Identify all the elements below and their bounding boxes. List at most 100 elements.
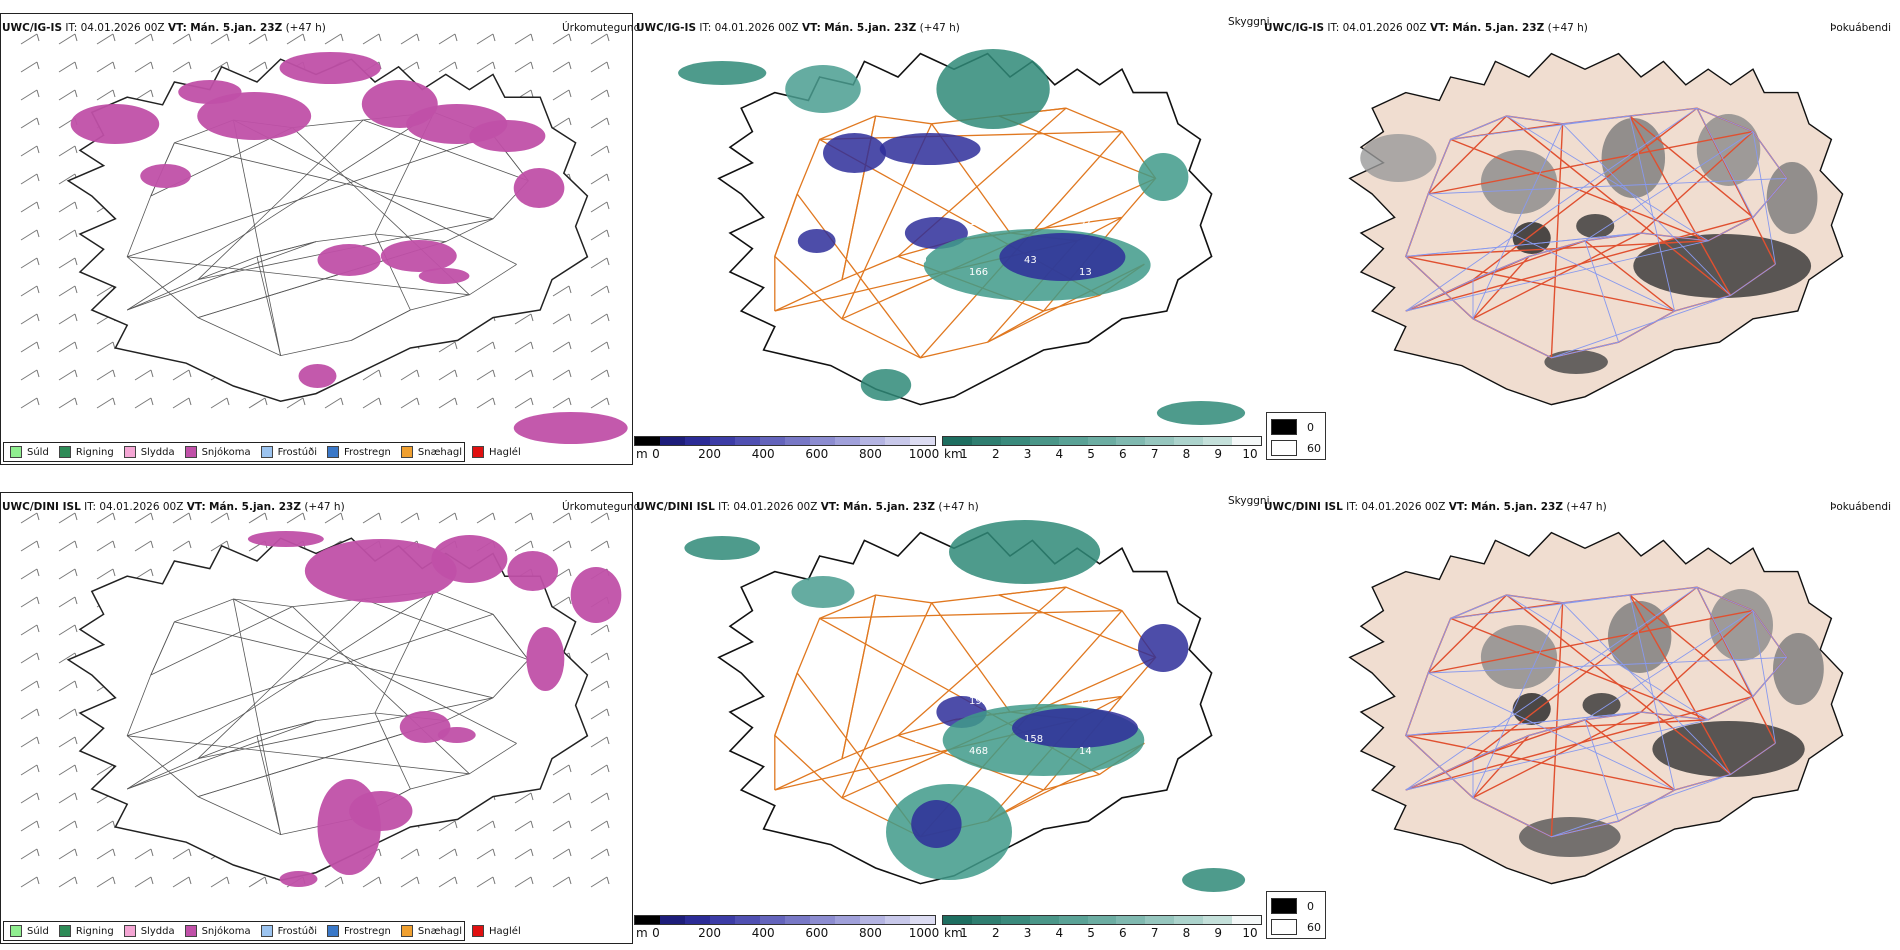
vis-colorbar-ticks: km 1 2 3 4 5 6 7 8 9 10 [942, 925, 1262, 940]
colorbar-tick: 1 [960, 926, 968, 940]
colorbar-cell [685, 437, 710, 445]
colorbar-cell [860, 437, 885, 445]
colorbar-cell [885, 437, 910, 445]
colorbar-tick: 2 [991, 926, 1000, 940]
title-vis-2: Skyggni [1228, 495, 1270, 507]
snow-patch [279, 871, 318, 887]
colorbar-tick: 0 [652, 926, 660, 940]
legend-label: Frostúði [277, 925, 317, 937]
colorbar-tick: 800 [858, 447, 882, 461]
header-vis-1: UWC/IG-IS IT: 04.01.2026 00Z VT: Mán. 5.… [636, 22, 960, 34]
legend-swatch [400, 446, 413, 458]
snow-patch [513, 412, 628, 444]
legend-label: Súld [27, 446, 49, 458]
header-fog-2: UWC/DINI ISL IT: 04.01.2026 00Z VT: Mán.… [1264, 501, 1607, 513]
colorbar-tick: 9 [1214, 926, 1223, 940]
colorbar-cell [943, 916, 972, 924]
colorbar-tick: 8 [1182, 447, 1191, 461]
colorbar-tick: 6 [1119, 447, 1127, 461]
colorbar-cell [910, 916, 935, 924]
header-vis-2: UWC/DINI ISL IT: 04.01.2026 00Z VT: Mán.… [636, 501, 979, 513]
fog-legend-1: 0 60 [1266, 412, 1326, 460]
vis-colorbar-swatches [942, 915, 1262, 925]
legend-item: Slydda [123, 446, 175, 458]
legend-label: Rigning [75, 925, 114, 937]
colorbar-cell [1000, 916, 1030, 924]
legend-swatch [472, 446, 485, 458]
colorbar-cell [1029, 437, 1059, 445]
iceland-outline [66, 58, 589, 402]
colorbar-tick: 7 [1150, 447, 1159, 461]
vis-colorbar-swatches [942, 436, 1262, 446]
colorbar-cell [943, 437, 972, 445]
colorbar-tick: 4 [1055, 926, 1064, 940]
legend-swatch [58, 925, 71, 937]
snow-patch [399, 711, 451, 743]
legend-swatch [400, 925, 413, 937]
colorbar-tick: 200 [698, 926, 722, 940]
colorbar-cell [685, 916, 710, 924]
visibility-value-label: 13 [1079, 267, 1092, 278]
colorbar-tick: 10 [1242, 447, 1258, 461]
visibility-value-label: 701 [914, 205, 933, 216]
snow-patch [437, 727, 476, 743]
fog-panel-1 [1265, 13, 1900, 465]
legend-item: Frostregn [327, 925, 391, 937]
colorbar-cell [971, 916, 1001, 924]
legend-label: Haglél [489, 446, 521, 458]
legend-label: Slydda [140, 925, 175, 937]
fog-patch [1480, 625, 1558, 689]
legend-item: Slydda [123, 925, 175, 937]
snow-patch [418, 268, 470, 284]
legend-swatch [10, 446, 22, 458]
fog-patch [1576, 214, 1615, 238]
header-precip-2: UWC/DINI ISL IT: 04.01.2026 00Z VT: Mán.… [2, 501, 345, 513]
legend-item: Snjókoma [184, 446, 251, 458]
visibility-value-label: 14 [1079, 746, 1092, 757]
visibility-patch [823, 133, 886, 173]
colorbar-cell [710, 437, 735, 445]
colorbar-tick: 200 [698, 447, 722, 461]
colorbar-tick: 0 [652, 447, 660, 461]
legend-swatch [260, 925, 273, 937]
colorbar-cell [1058, 437, 1088, 445]
visibility-patch [785, 65, 861, 113]
fog-patch [1652, 721, 1805, 777]
legend-swatch [327, 925, 339, 937]
snow-patch [469, 120, 546, 152]
visibility-value-label: 166 [969, 267, 988, 278]
iceland-outline [66, 537, 589, 881]
legend-item: Frostúði [260, 446, 317, 458]
colorbar-cell [1058, 916, 1088, 924]
legend-item: Haglél [472, 446, 521, 458]
visibility-value-label: 89 [914, 255, 927, 266]
colorbar-cell [1174, 437, 1204, 445]
colorbar-tick: 7 [1150, 926, 1159, 940]
precip-panel-2: Súld Rigning Slydda Snjókoma Frostúði Frostre… [0, 492, 633, 944]
colorbar-cell [635, 437, 660, 445]
precip-panel-1: Súld Rigning Slydda Snjókoma Frostúði Frostre… [0, 13, 633, 465]
colorbar-cell [1087, 437, 1117, 445]
colorbar-cell [1087, 916, 1117, 924]
fog-patch [1480, 150, 1558, 214]
fog-patch [1582, 693, 1621, 717]
snow-patch [279, 52, 381, 84]
colorbar-cell [1116, 437, 1146, 445]
visibility-value-label: 468 [969, 746, 988, 757]
visibility-value-label: 97 [1079, 217, 1092, 228]
colorbar-cell [735, 916, 760, 924]
legend-item: Súld [10, 925, 49, 937]
legend-label: Súld [27, 925, 49, 937]
colorbar-cell [710, 916, 735, 924]
fog-map-2 [1348, 531, 1844, 885]
colorbar-cell [885, 916, 910, 924]
road-network [1404, 586, 1788, 838]
snow-patch [431, 535, 508, 583]
colorbar-tick: 600 [805, 926, 829, 940]
legend-swatch [260, 446, 273, 458]
legend-label: Frostregn [344, 446, 391, 458]
fog-patch [1360, 134, 1437, 182]
visibility-patch [911, 800, 962, 848]
colorbar-cell [810, 916, 835, 924]
visibility-value-label: 158 [1024, 734, 1043, 745]
